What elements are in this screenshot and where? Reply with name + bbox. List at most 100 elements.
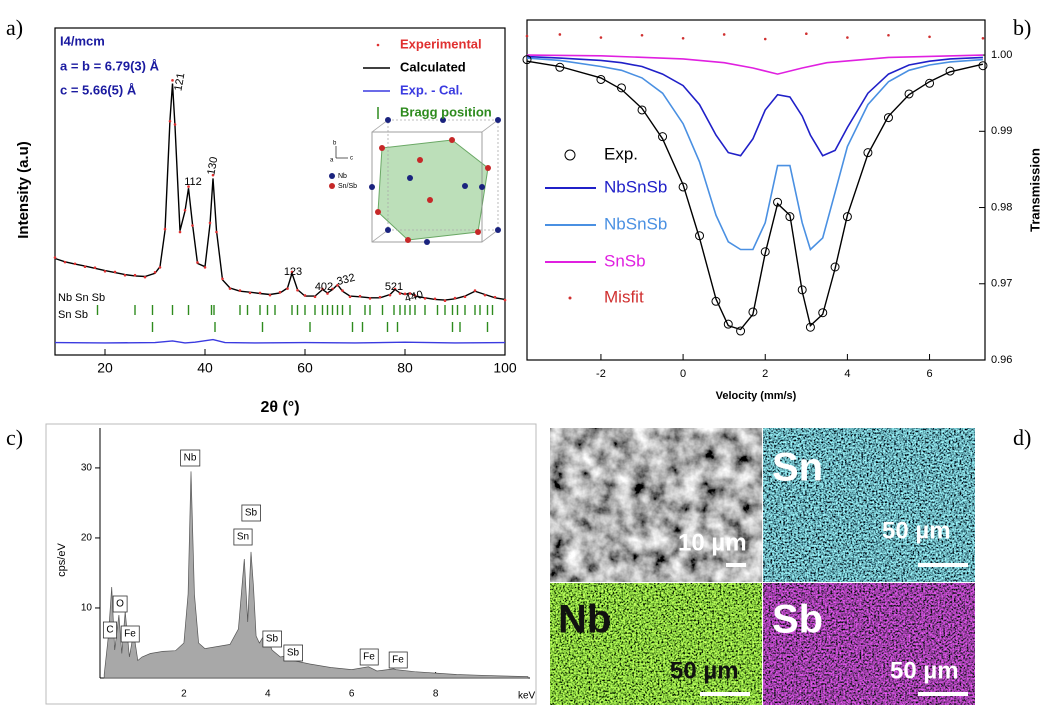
data-point	[331, 287, 334, 291]
panel-frame	[45, 423, 537, 705]
data-point	[760, 247, 770, 257]
data-point	[336, 284, 339, 287]
data-point	[168, 119, 172, 123]
peak-label-box	[120, 625, 140, 643]
sb-map	[763, 583, 975, 705]
data-point	[173, 123, 177, 126]
data-line	[526, 55, 983, 157]
data-point	[830, 262, 840, 272]
y-tick-label: 30	[81, 463, 93, 474]
data-point	[433, 297, 437, 301]
data-point	[711, 296, 721, 306]
data-point	[303, 294, 307, 297]
data-point	[158, 266, 162, 269]
data-point	[616, 83, 626, 93]
peak-label: Nb	[184, 453, 197, 464]
cell-edge	[371, 229, 389, 243]
data-point	[83, 265, 87, 269]
panel-label: a)	[6, 15, 23, 40]
data-point	[423, 297, 427, 300]
data-point	[722, 33, 726, 36]
nb-atoms	[369, 117, 501, 245]
y-axis-label: Intensity (a.u)	[15, 141, 32, 239]
data-point	[695, 231, 705, 241]
data-point	[63, 260, 67, 264]
data-point	[248, 291, 252, 295]
panel-label: c)	[6, 425, 23, 450]
x-tick-label: 60	[297, 360, 313, 376]
data-point	[123, 273, 127, 277]
peak-label: Sb	[245, 508, 258, 519]
data-point	[221, 277, 224, 281]
legend-label: NbSnSb	[604, 214, 667, 233]
peak-label: Sb	[287, 648, 300, 659]
x-tick-label: 2	[762, 368, 768, 380]
inset-legend: Sn/Sb	[338, 183, 357, 190]
scale-bar	[918, 563, 968, 567]
x-tick-label: 40	[197, 360, 213, 376]
data-point	[785, 212, 795, 222]
x-tick-label: 2	[181, 689, 187, 700]
data-point	[228, 287, 232, 290]
legend-label: Bragg position	[400, 104, 492, 119]
x-tick-label: 6	[349, 689, 355, 700]
data-point	[215, 230, 218, 234]
legend-marker	[564, 149, 576, 161]
data-point	[443, 299, 447, 303]
data-point	[736, 326, 746, 336]
x-axis-label: 2θ (°)	[260, 399, 299, 416]
peak-label-box	[241, 504, 261, 522]
data-line	[526, 54, 983, 75]
data-point	[773, 197, 783, 207]
data-point	[558, 33, 562, 36]
peak-label: 521	[385, 281, 403, 293]
x-tick-label: -2	[596, 368, 606, 380]
peak-label: 112	[184, 176, 202, 188]
legend-label: NbSnSb	[604, 177, 667, 196]
data-point	[453, 296, 457, 300]
x-tick-label: 0	[680, 368, 686, 380]
scale-bar	[918, 692, 968, 696]
peak-label-box	[102, 621, 118, 639]
data-point	[183, 208, 187, 212]
legend-label: Exp.	[604, 144, 638, 163]
peak-label: 123	[284, 266, 302, 278]
y-tick-label: 0.98	[991, 201, 1012, 213]
data-point	[763, 37, 767, 41]
data-point	[178, 230, 182, 234]
map-label: Nb	[558, 598, 611, 642]
data-point	[408, 292, 412, 295]
data-point	[278, 290, 282, 294]
plot-frame	[54, 27, 506, 356]
y-axis-label: Transmission	[1027, 148, 1042, 232]
peak-label-box	[359, 648, 379, 666]
peak-label: 332	[336, 272, 357, 288]
data-point	[658, 132, 668, 142]
data-point	[863, 148, 873, 158]
x-tick-label: 6	[926, 368, 932, 380]
data-point	[413, 294, 417, 297]
scale-bar-label: 10 µm	[678, 529, 747, 556]
data-point	[596, 74, 606, 84]
x-tick-label: 100	[493, 360, 517, 376]
data-point	[286, 287, 289, 290]
data-point	[153, 270, 157, 274]
data-point	[196, 261, 199, 264]
data-point	[637, 105, 647, 115]
data-point	[599, 36, 603, 39]
annotation: c = 5.66(5) Å	[60, 82, 137, 97]
data-point	[191, 224, 194, 227]
data-point	[640, 33, 644, 37]
x-tick-label: 4	[265, 689, 271, 700]
data-point	[208, 221, 212, 225]
scale-bar	[726, 563, 746, 567]
data-point	[483, 293, 487, 297]
data-point	[268, 293, 272, 297]
data-point	[133, 273, 137, 277]
peak-label: Fe	[363, 652, 375, 663]
legend-label: Misfit	[604, 287, 644, 306]
legend-label: SnSb	[604, 251, 646, 270]
nb-map	[550, 583, 762, 705]
data-point	[904, 89, 914, 99]
y-tick-label: 0.99	[991, 125, 1012, 137]
